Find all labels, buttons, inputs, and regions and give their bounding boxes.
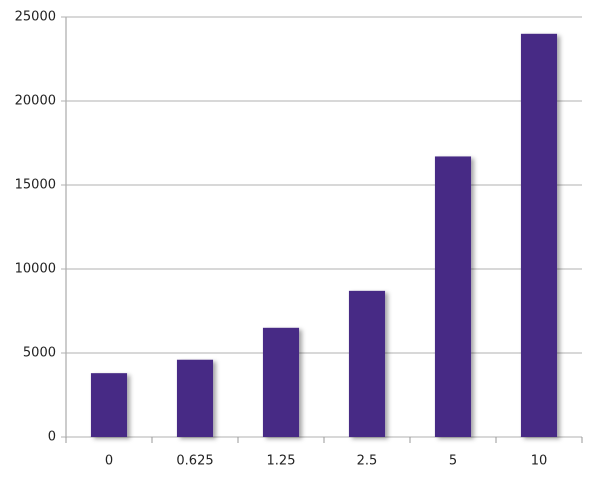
x-tick-label: 5 xyxy=(449,454,457,469)
y-tick-label: 10000 xyxy=(15,262,56,277)
bar xyxy=(434,156,472,437)
bar xyxy=(90,373,128,437)
y-tick-label: 15000 xyxy=(15,178,56,193)
y-tick-label: 20000 xyxy=(15,94,56,109)
x-tick-label: 2.5 xyxy=(357,454,378,469)
x-tick-label: 1.25 xyxy=(267,454,296,469)
x-tick-label: 0.625 xyxy=(176,454,213,469)
y-tick-label: 25000 xyxy=(15,10,56,25)
bar xyxy=(176,359,214,437)
x-tick-label: 0 xyxy=(105,454,113,469)
bar xyxy=(348,290,386,437)
bar xyxy=(520,33,558,438)
x-tick-label: 10 xyxy=(531,454,548,469)
y-tick-label: 0 xyxy=(48,430,56,445)
bar xyxy=(262,327,300,437)
y-tick-label: 5000 xyxy=(23,346,56,361)
